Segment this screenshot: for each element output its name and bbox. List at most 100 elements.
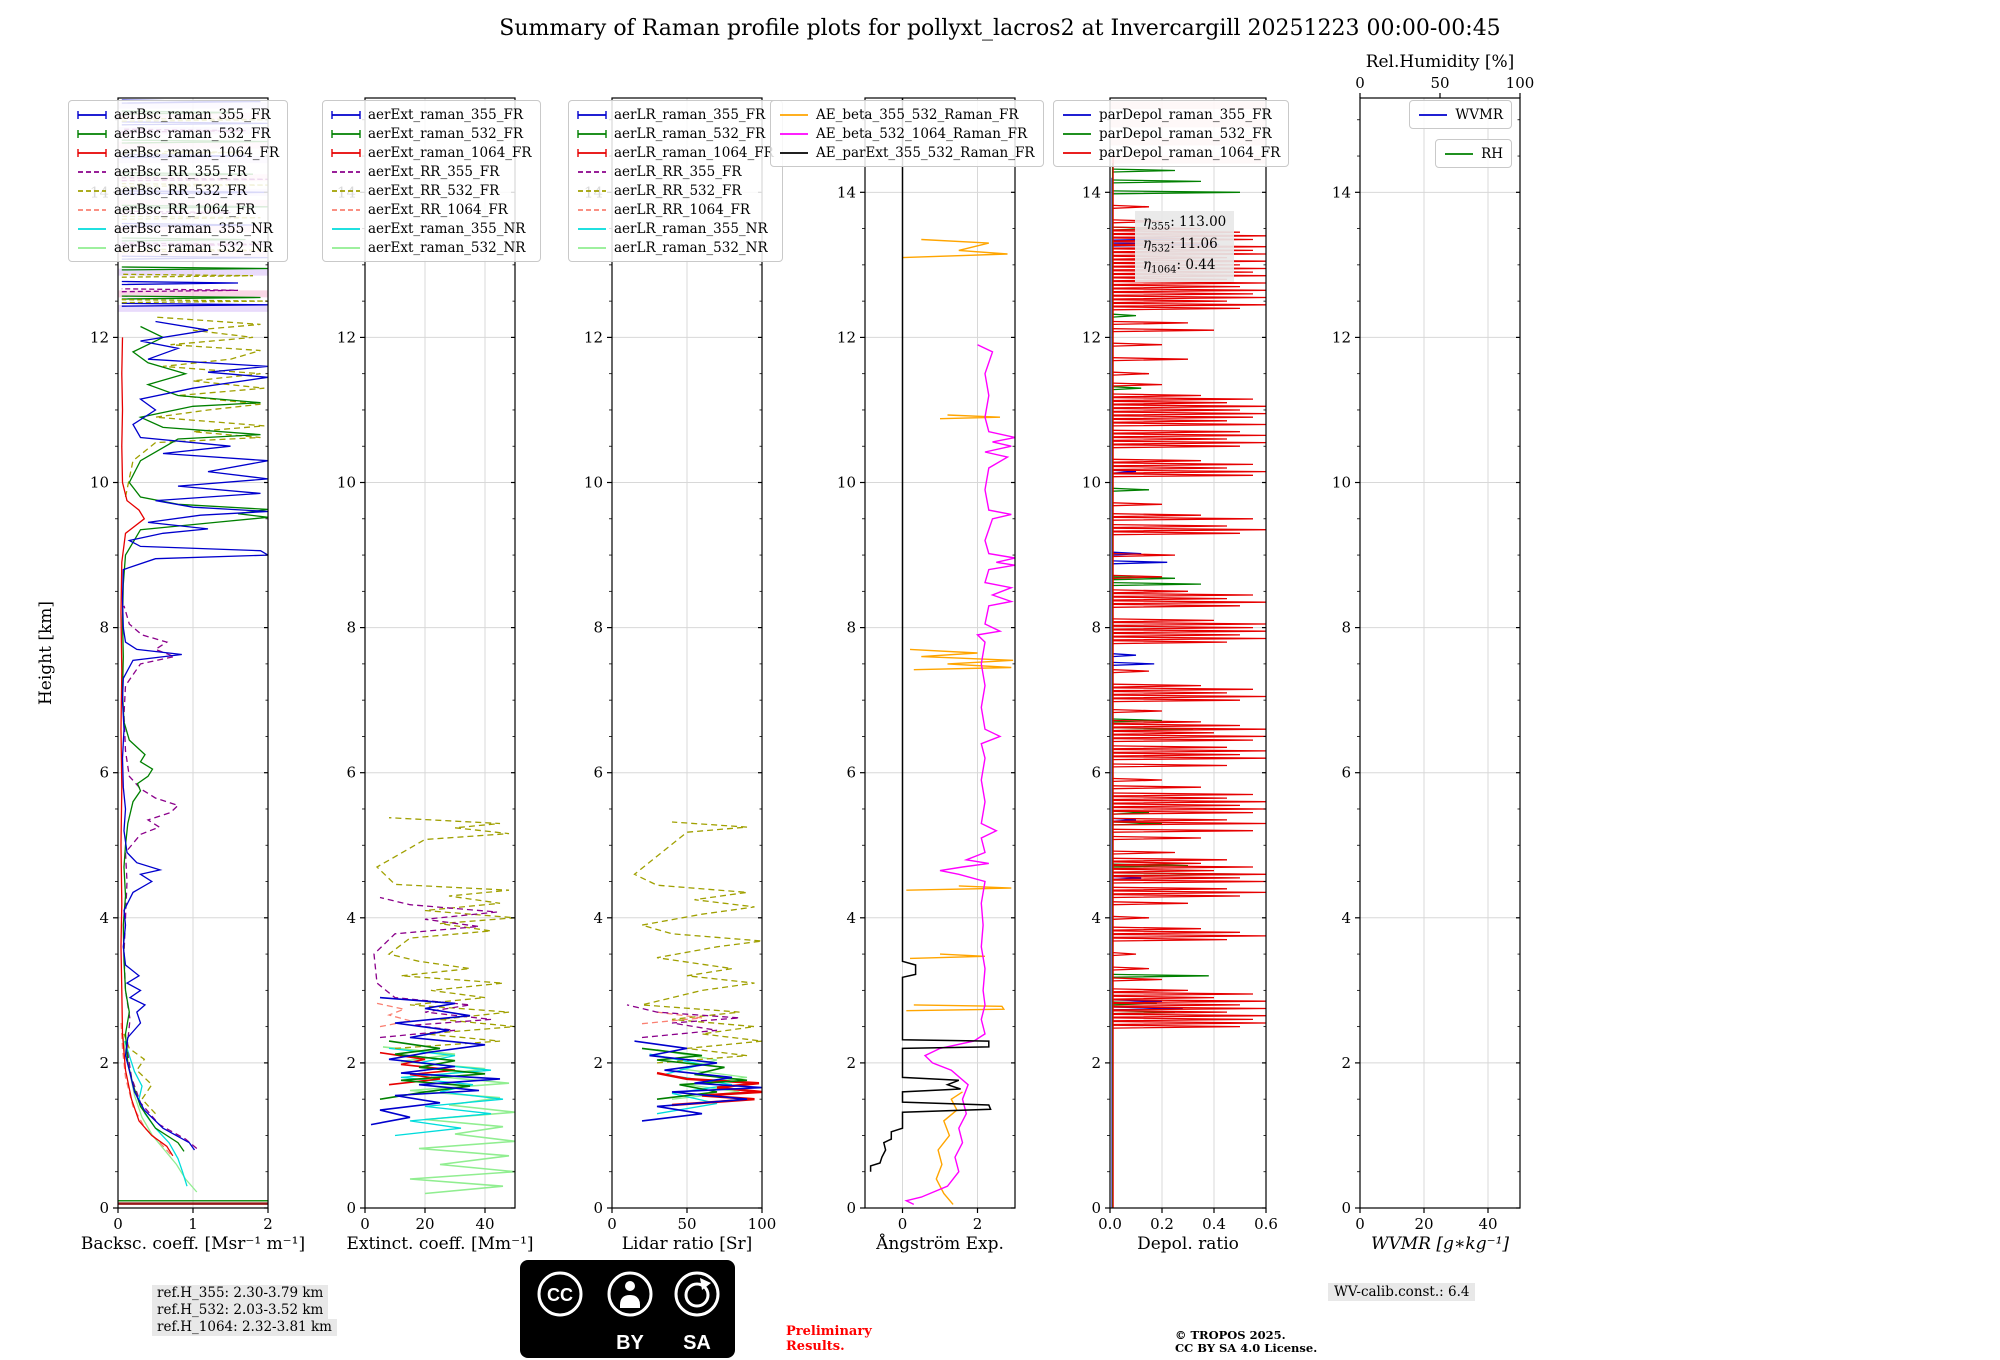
- legend-lidar-ratio: aerLR_raman_355_FR aerLR_raman_532_FR aerL…: [568, 100, 783, 262]
- legend-line-swatch: [1445, 152, 1474, 155]
- legend-entry: aerExt_raman_532_NR: [331, 238, 532, 257]
- refh-355: ref.H_355: 2.30-3.79 km: [152, 1285, 329, 1302]
- legend-entry-label: aerLR_raman_532_NR: [614, 239, 768, 256]
- legend-rh: RH: [1435, 139, 1512, 168]
- svg-text:20: 20: [1414, 1215, 1433, 1233]
- legend-entry: AE_parExt_355_532_Raman_FR: [779, 143, 1035, 162]
- svg-text:2: 2: [99, 1054, 109, 1072]
- svg-text:6: 6: [99, 764, 109, 782]
- svg-text:8: 8: [593, 619, 603, 637]
- legend-entry: RH: [1444, 144, 1503, 163]
- svg-text:12: 12: [837, 328, 856, 346]
- legend-entry: aerBsc_raman_532_NR: [77, 238, 279, 257]
- svg-text:40: 40: [475, 1215, 494, 1233]
- legend-line-swatch: [78, 246, 106, 249]
- svg-text:0.6: 0.6: [1254, 1215, 1278, 1233]
- legend-line-swatch: [331, 129, 361, 138]
- legend-entry: aerLR_raman_355_NR: [577, 219, 774, 238]
- legend-entry-label: aerBsc_RR_1064_FR: [114, 201, 256, 218]
- svg-text:2: 2: [973, 1215, 983, 1233]
- svg-text:10: 10: [837, 474, 856, 492]
- legend-entry: aerExt_raman_355_FR: [331, 105, 532, 124]
- legend-entry: aerBsc_raman_355_FR: [77, 105, 279, 124]
- legend-line-swatch: [78, 170, 106, 173]
- cc-circle-icon: [537, 1271, 583, 1317]
- legend-entry-label: aerBsc_raman_1064_FR: [114, 144, 280, 161]
- legend-extinction: aerExt_raman_355_FR aerExt_raman_532_FR ae…: [322, 100, 541, 262]
- legend-entry: aerLR_raman_1064_FR: [577, 143, 774, 162]
- legend-entry-label: aerBsc_raman_355_NR: [114, 220, 273, 237]
- legend-entry: aerBsc_RR_1064_FR: [77, 200, 279, 219]
- eta-532-line: η532: 11.06: [1143, 235, 1218, 255]
- svg-text:0: 0: [593, 1199, 603, 1217]
- legend-entry-label: parDepol_raman_1064_FR: [1099, 144, 1281, 161]
- svg-text:4: 4: [346, 909, 356, 927]
- x-axis-label-lidar-ratio: Lidar ratio [Sr]: [621, 1234, 753, 1254]
- svg-text:4: 4: [1091, 909, 1101, 927]
- legend-line-swatch: [1063, 113, 1091, 116]
- x-axis-label-depol: Depol. ratio: [1137, 1234, 1239, 1254]
- svg-text:6: 6: [1091, 764, 1101, 782]
- legend-line-swatch: [78, 227, 106, 230]
- legend-entry-label: aerLR_RR_532_FR: [614, 182, 742, 199]
- top-axis-label-humidity: Rel.Humidity [%]: [1365, 52, 1515, 72]
- person-body-icon: [620, 1295, 640, 1308]
- legend-entry-label: aerLR_raman_532_FR: [614, 125, 766, 142]
- figure-title: Summary of Raman profile plots for polly…: [499, 16, 1501, 41]
- legend-line-swatch: [577, 129, 607, 138]
- legend-backscatter: aerBsc_raman_355_FR aerBsc_raman_532_FR ae…: [68, 100, 289, 262]
- x-axis-label-extinction: Extinct. coeff. [Mm⁻¹]: [346, 1234, 534, 1254]
- legend-line-swatch: [1419, 113, 1448, 116]
- svg-text:6: 6: [593, 764, 603, 782]
- legend-entry-label: aerExt_RR_532_FR: [368, 182, 500, 199]
- legend-line-swatch: [578, 189, 606, 192]
- svg-text:1: 1: [188, 1215, 198, 1233]
- svg-text:2: 2: [346, 1054, 356, 1072]
- svg-text:0: 0: [1341, 1199, 1351, 1217]
- svg-text:0: 0: [346, 1199, 356, 1217]
- legend-entry-label: aerExt_raman_355_FR: [368, 106, 523, 123]
- sa-circle: [674, 1271, 720, 1317]
- svg-text:0: 0: [1355, 74, 1365, 92]
- cc-letters: CC: [547, 1285, 573, 1305]
- svg-text:10: 10: [1082, 474, 1101, 492]
- svg-text:10: 10: [90, 474, 109, 492]
- legend-entry-label: RH: [1481, 145, 1503, 162]
- depol-calibration-annotation: η355: 113.00 η532: 11.06 η1064: 0.44: [1135, 211, 1235, 283]
- svg-text:12: 12: [337, 328, 356, 346]
- svg-text:0.0: 0.0: [1098, 1215, 1122, 1233]
- by-circle: [607, 1271, 653, 1317]
- legend-line-swatch: [578, 227, 606, 230]
- legend-entry-label: aerLR_raman_355_NR: [614, 220, 768, 237]
- legend-line-swatch: [578, 246, 606, 249]
- refh-532: ref.H_532: 2.03-3.52 km: [152, 1302, 329, 1319]
- legend-line-swatch: [332, 208, 360, 211]
- svg-text:0: 0: [113, 1215, 123, 1233]
- legend-entry-label: parDepol_raman_532_FR: [1099, 125, 1272, 142]
- legend-entry: aerLR_RR_1064_FR: [577, 200, 774, 219]
- legend-entry: aerLR_raman_532_NR: [577, 238, 774, 257]
- legend-line-swatch: [331, 148, 361, 157]
- refh-1064: ref.H_1064: 2.32-3.81 km: [152, 1319, 337, 1336]
- legend-entry: aerBsc_raman_355_NR: [77, 219, 279, 238]
- svg-text:0: 0: [607, 1215, 617, 1233]
- legend-line-swatch: [577, 110, 607, 119]
- svg-text:0: 0: [360, 1215, 370, 1233]
- svg-text:50: 50: [1430, 74, 1449, 92]
- svg-text:2: 2: [846, 1054, 856, 1072]
- legend-line-swatch: [77, 148, 107, 157]
- sa-letters: SA: [683, 1332, 711, 1354]
- legend-entry-label: WVMR: [1455, 106, 1503, 123]
- svg-text:0: 0: [1355, 1215, 1365, 1233]
- svg-text:2: 2: [593, 1054, 603, 1072]
- legend-entry: aerExt_raman_1064_FR: [331, 143, 532, 162]
- svg-text:0: 0: [898, 1215, 908, 1233]
- reference-height-annotation: ref.H_355: 2.30-3.79 km ref.H_532: 2.03-…: [152, 1285, 337, 1336]
- legend-entry-label: aerLR_raman_355_FR: [614, 106, 766, 123]
- legend-entry: aerExt_RR_532_FR: [331, 181, 532, 200]
- legend-entry-label: aerBsc_RR_532_FR: [114, 182, 247, 199]
- legend-entry-label: aerBsc_raman_532_NR: [114, 239, 273, 256]
- person-icon: [625, 1281, 635, 1291]
